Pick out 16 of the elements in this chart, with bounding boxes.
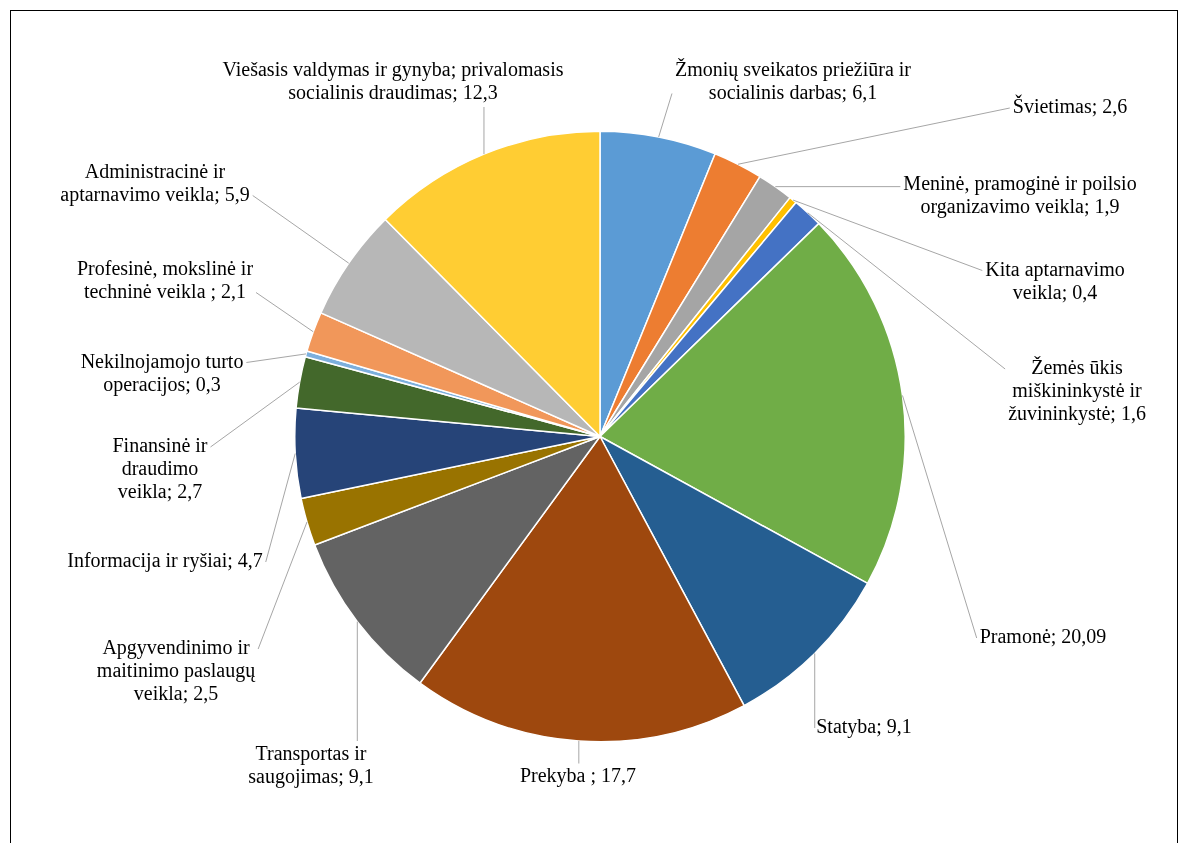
slice-label: Statyba; 9,1 <box>816 715 912 739</box>
slice-label: Profesinė, mokslinė ir techninė veikla ; 2,1 <box>76 256 254 302</box>
slice-label: Žemės ūkis miškininkystė ir žuvininkystė; 1,6 <box>1008 356 1146 426</box>
slice-label: Informacija ir ryšiai; 4,7 <box>67 549 263 573</box>
slice-label: Švietimas; 2,6 <box>1012 94 1128 118</box>
slice-label: Kita aptarnavimo veikla; 0,4 <box>985 257 1125 303</box>
slice-label: Viešasis valdymas ir gynyba; privalomasis socialinis draudimas; 12,3 <box>222 57 564 103</box>
slice-label: Prekyba ; 17,7 <box>519 764 637 788</box>
slice-label: Meninė, pramoginė ir poilsio organizavimo veikla; 1,9 <box>903 171 1137 218</box>
slice-label: Žmonių sveikatos priežiūra ir socialinis darbas; 6,1 <box>674 57 912 103</box>
slice-label: Nekilnojamojo turto operacijos; 0,3 <box>80 349 244 396</box>
slice-label: Pramonė; 20,09 <box>979 625 1107 648</box>
slice-label: Finansinė ir draudimo veikla; 2,7 <box>112 434 208 503</box>
slice-label: Transportas ir saugojimas; 9,1 <box>248 741 374 788</box>
slice-label: Administracinė ir aptarnavimo veikla; 5,9 <box>60 159 250 206</box>
slice-label: Apgyvendinimo ir maitinimo paslaugų veikla; 2,5 <box>96 636 257 705</box>
